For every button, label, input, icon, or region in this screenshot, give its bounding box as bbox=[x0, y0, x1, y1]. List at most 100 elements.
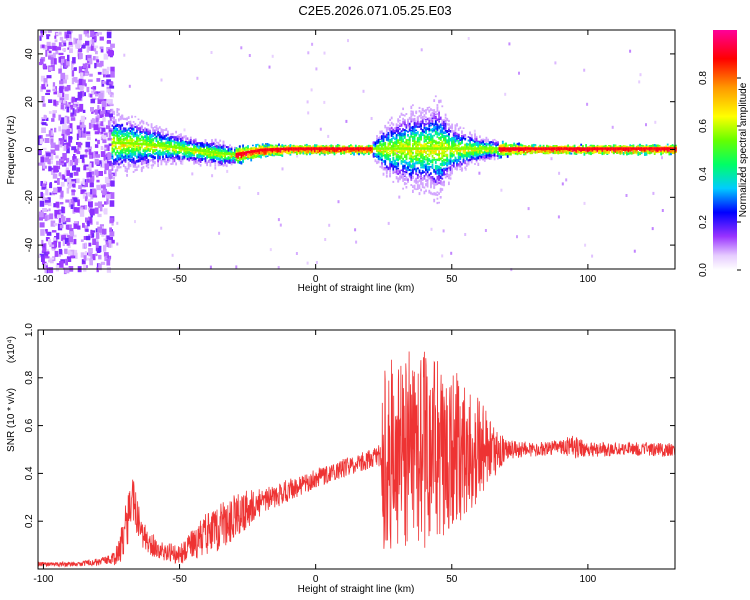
heatmap-cell bbox=[43, 264, 46, 268]
heatmap-cell bbox=[392, 141, 395, 145]
heatmap-cell bbox=[415, 140, 418, 145]
heatmap-cell bbox=[449, 150, 452, 153]
heatmap-cell bbox=[88, 46, 91, 50]
heatmap-cell bbox=[173, 158, 176, 163]
heatmap-cell bbox=[441, 122, 444, 126]
heatmap-cell bbox=[108, 143, 114, 147]
heatmap-cell bbox=[389, 147, 391, 150]
heatmap-cell bbox=[97, 213, 102, 218]
heatmap-cell bbox=[402, 153, 404, 155]
heatmap-cell bbox=[69, 104, 74, 110]
heatmap-cell bbox=[85, 134, 91, 137]
heatmap-cell bbox=[425, 123, 427, 126]
heatmap-cell bbox=[423, 130, 426, 134]
heatmap-cell bbox=[247, 147, 249, 150]
heatmap-cell bbox=[49, 192, 52, 196]
heatmap-cell bbox=[367, 152, 370, 155]
heatmap-cell bbox=[137, 118, 140, 121]
heatmap-cell bbox=[188, 151, 191, 154]
heatmap-cell bbox=[425, 126, 427, 129]
heatmap-cell bbox=[434, 167, 437, 170]
heatmap-cell bbox=[198, 145, 200, 149]
heatmap-cell bbox=[113, 130, 115, 134]
heatmap-cell bbox=[446, 158, 449, 160]
heatmap-cell bbox=[439, 116, 442, 120]
heatmap-cell bbox=[144, 149, 146, 151]
heatmap-cell bbox=[399, 138, 401, 140]
heatmap-cell bbox=[403, 120, 406, 124]
heatmap-cell bbox=[220, 152, 223, 155]
heatmap-cell bbox=[222, 150, 225, 152]
heatmap-cell bbox=[407, 118, 409, 122]
heatmap-cell bbox=[60, 160, 64, 164]
heatmap-cell bbox=[142, 161, 145, 165]
heatmap-cell bbox=[100, 151, 106, 157]
heatmap-cell bbox=[67, 243, 71, 248]
heatmap-cell bbox=[63, 100, 68, 107]
heatmap-cell bbox=[449, 173, 452, 177]
heatmap-cell bbox=[119, 124, 122, 128]
heatmap-cell bbox=[160, 152, 163, 156]
heatmap-cell bbox=[222, 159, 225, 163]
heatmap-cell bbox=[87, 192, 92, 197]
heatmap-cell bbox=[399, 144, 401, 147]
heatmap-cell bbox=[77, 129, 82, 137]
heatmap-cell bbox=[412, 139, 414, 142]
heatmap-cell bbox=[385, 165, 388, 169]
heatmap-cell bbox=[237, 155, 240, 157]
heatmap-cell bbox=[58, 248, 63, 255]
heatmap-cell bbox=[423, 147, 426, 150]
heatmap-cell bbox=[175, 130, 177, 134]
heatmap-cell bbox=[106, 79, 111, 86]
heatmap-cell bbox=[160, 144, 163, 147]
heatmap-cell bbox=[412, 168, 414, 171]
heatmap-cell bbox=[58, 68, 62, 74]
heatmap-cell bbox=[178, 141, 181, 145]
heatmap-cell bbox=[114, 119, 117, 122]
heatmap-cell bbox=[52, 173, 58, 179]
heatmap-cell bbox=[152, 143, 155, 147]
heatmap-cell bbox=[633, 249, 636, 253]
heatmap-cell bbox=[167, 158, 169, 161]
heatmap-cell bbox=[315, 150, 318, 153]
heatmap-cell bbox=[212, 159, 215, 163]
heatmap-cell bbox=[420, 155, 422, 158]
heatmap-cell bbox=[402, 148, 404, 152]
heatmap-cell bbox=[420, 166, 422, 169]
heatmap-cell bbox=[431, 158, 434, 162]
heatmap-cell bbox=[415, 123, 418, 126]
heatmap-cell bbox=[423, 114, 426, 118]
heatmap-cell bbox=[416, 139, 419, 143]
heatmap-cell bbox=[44, 256, 50, 259]
heatmap-cell bbox=[70, 181, 76, 185]
heatmap-cell bbox=[38, 162, 43, 166]
heatmap-cell bbox=[167, 155, 169, 159]
heatmap-cell bbox=[160, 138, 163, 141]
heatmap-cell bbox=[196, 153, 199, 157]
heatmap-cell bbox=[405, 177, 408, 181]
heatmap-cell bbox=[412, 126, 414, 130]
heatmap-cell bbox=[434, 182, 437, 186]
heatmap-cell bbox=[434, 116, 437, 119]
heatmap-cell bbox=[433, 147, 436, 150]
heatmap-cell bbox=[155, 125, 158, 127]
heatmap-cell bbox=[96, 78, 101, 82]
heatmap-cell bbox=[433, 180, 436, 184]
heatmap-cell bbox=[211, 150, 213, 154]
heatmap-cell bbox=[289, 152, 292, 156]
heatmap-cell bbox=[134, 148, 137, 152]
heatmap-cell bbox=[279, 149, 282, 153]
heatmap-cell bbox=[583, 201, 586, 205]
heatmap-cell bbox=[322, 150, 324, 154]
heatmap-cell bbox=[163, 142, 166, 145]
heatmap-cell bbox=[232, 160, 235, 163]
heatmap-cell bbox=[425, 183, 427, 186]
heatmap-cell bbox=[374, 147, 377, 150]
heatmap-cell bbox=[420, 120, 422, 123]
heatmap-cell bbox=[111, 173, 114, 177]
heatmap-cell bbox=[402, 132, 404, 136]
heatmap-cell bbox=[137, 127, 140, 130]
heatmap-cell bbox=[415, 133, 418, 137]
heatmap-cell bbox=[389, 143, 391, 146]
heatmap-cell bbox=[317, 145, 320, 148]
